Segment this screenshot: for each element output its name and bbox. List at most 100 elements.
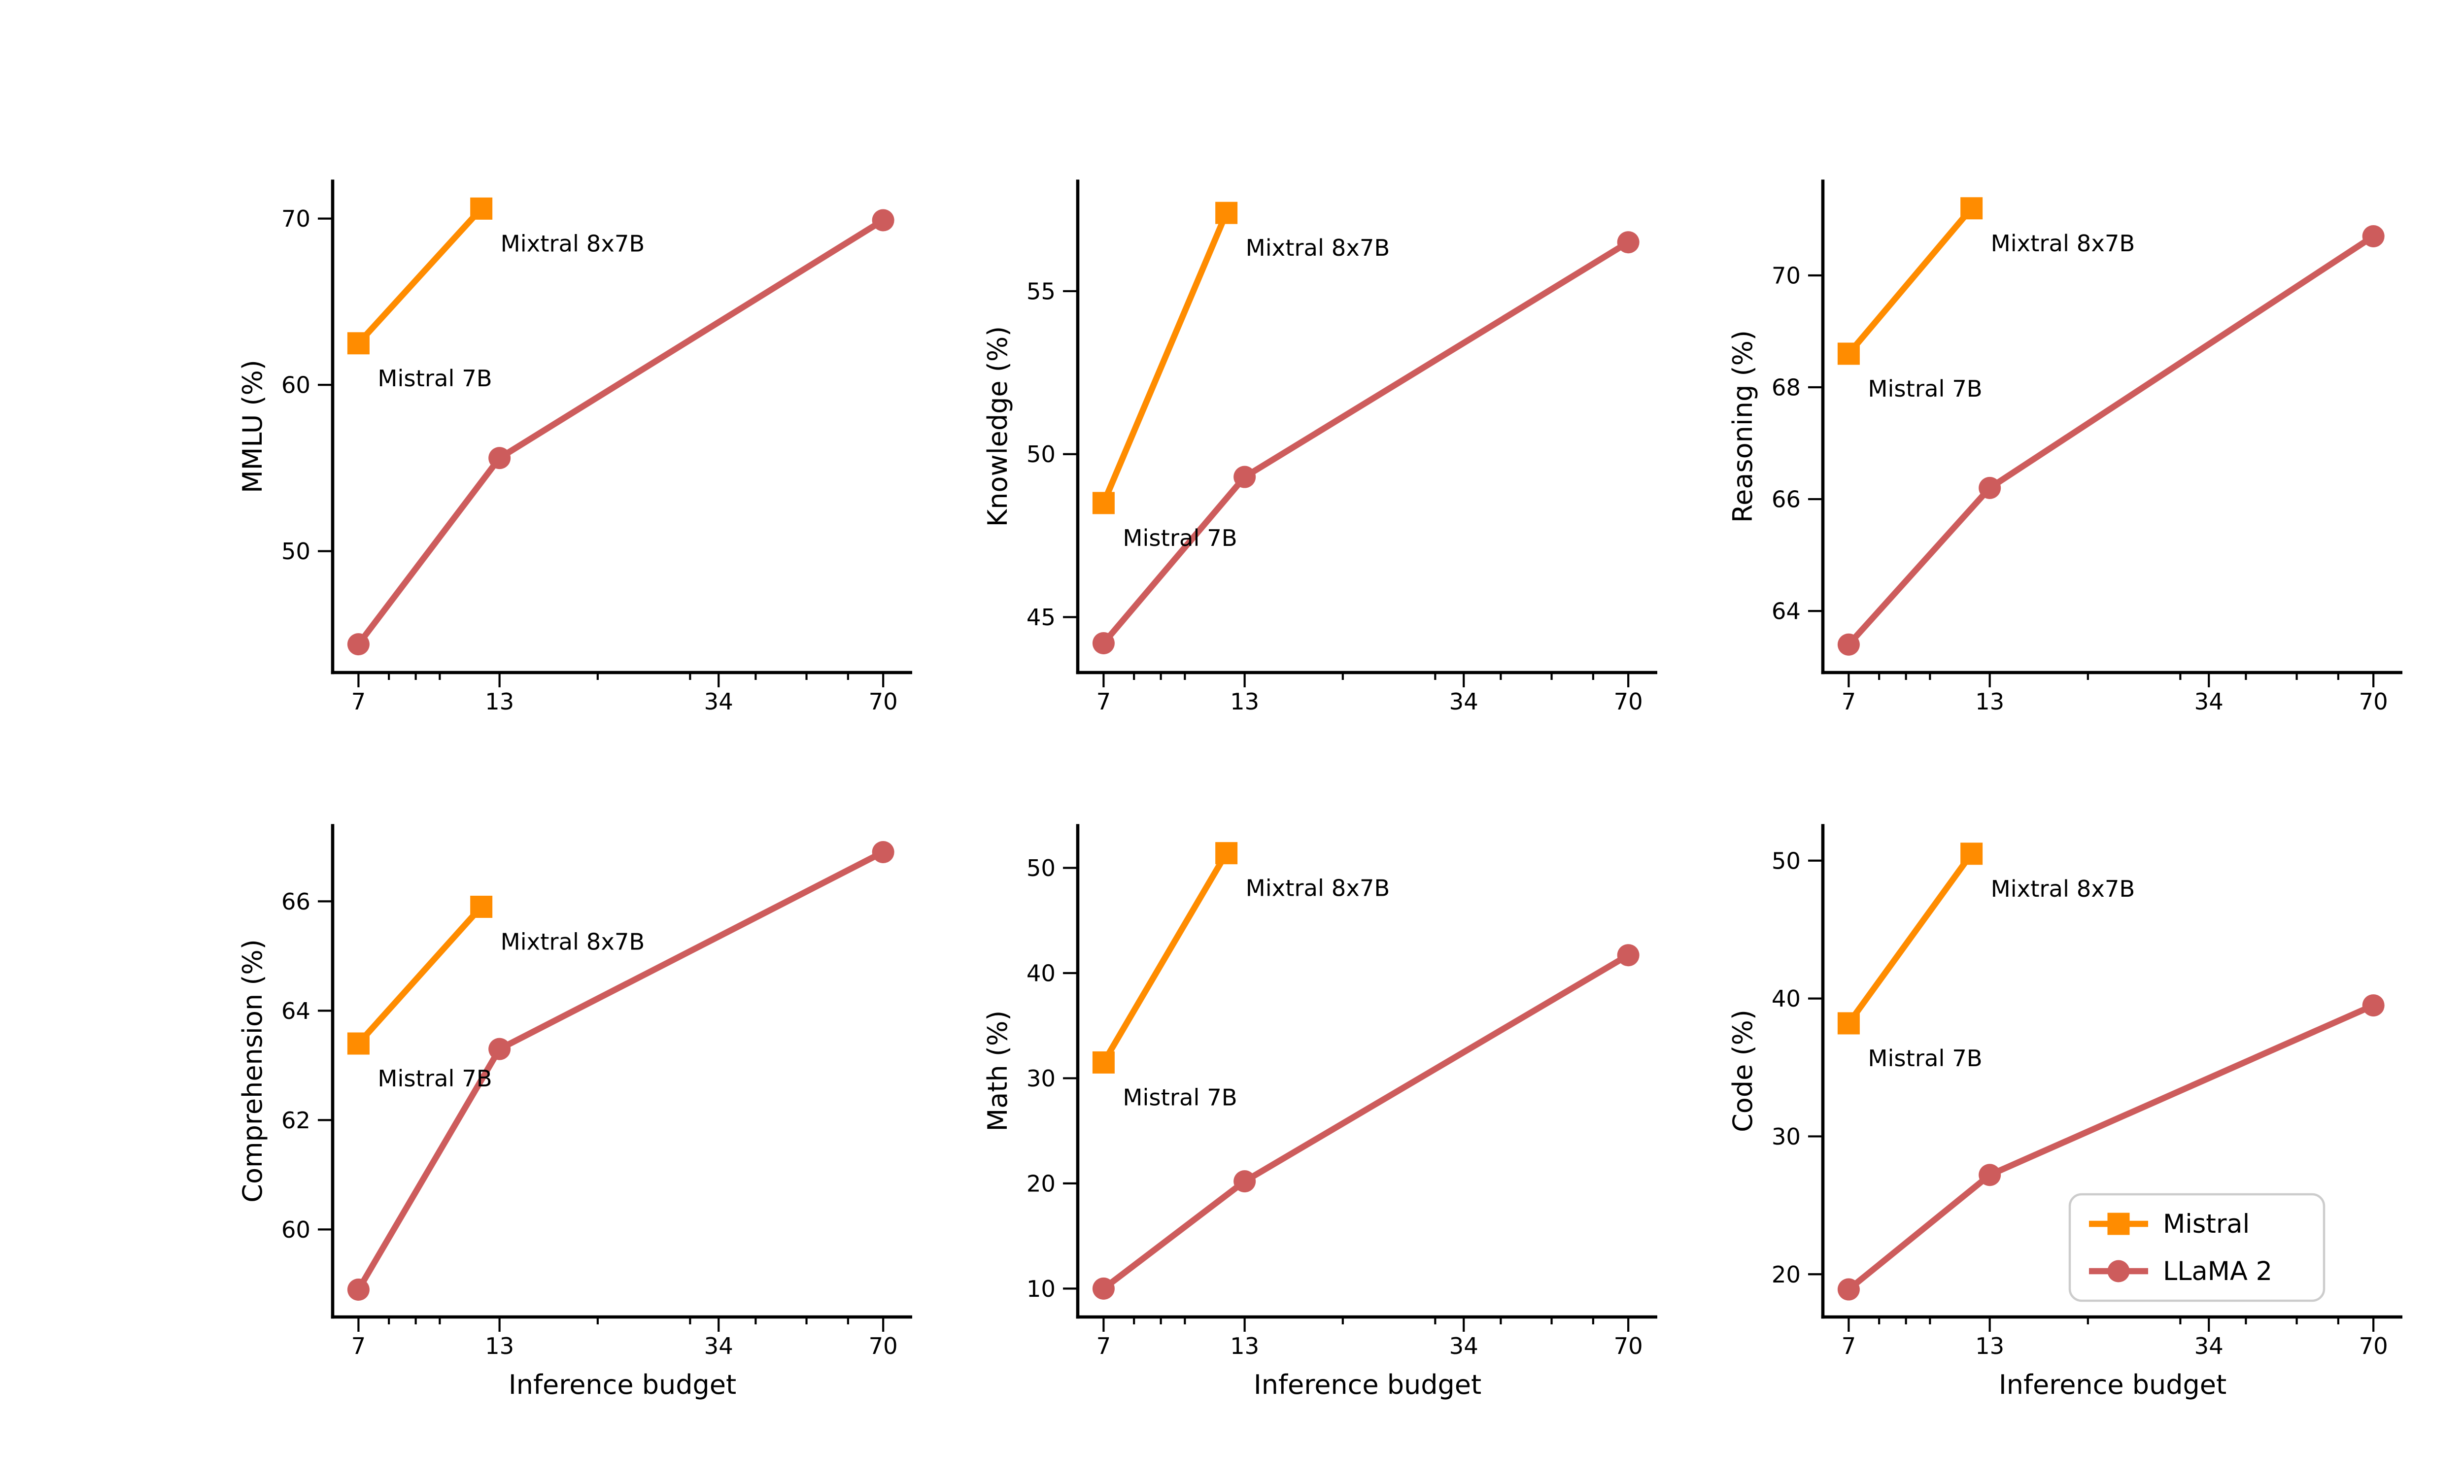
x-axis-label: Inference budget <box>1999 1369 2226 1400</box>
x-tick-label: 34 <box>704 1333 733 1359</box>
y-tick-label: 40 <box>1772 985 1801 1012</box>
llama2-marker <box>1837 1278 1860 1301</box>
y-tick-label: 30 <box>1772 1123 1801 1150</box>
y-tick-label: 50 <box>281 538 310 565</box>
y-tick-label: 10 <box>1027 1276 1056 1302</box>
mistral-marker <box>470 197 493 220</box>
x-axis-label: Inference budget <box>509 1369 736 1400</box>
y-tick-label: 60 <box>281 372 310 399</box>
legend-circle-marker-icon <box>2107 1260 2130 1282</box>
mistral-marker <box>1960 843 1983 865</box>
x-axis-label: Inference budget <box>1254 1369 1481 1400</box>
x-tick-label: 70 <box>1614 1333 1643 1359</box>
subplot-code: 7 13 34 70 20 30 40 50 Code (%) Inference budget M… <box>1727 824 2402 1400</box>
y-tick-label: 62 <box>281 1107 310 1134</box>
y-tick-label: 20 <box>1027 1170 1056 1197</box>
llama2-marker <box>347 1279 370 1301</box>
y-tick-label: 50 <box>1027 855 1056 881</box>
mistral-marker <box>1092 1051 1115 1074</box>
llama2-marker <box>1092 1277 1115 1300</box>
llama2-marker <box>347 633 370 656</box>
y-axis-label: Knowledge (%) <box>982 326 1013 527</box>
mistral-marker <box>1960 197 1983 220</box>
x-tick-label: 34 <box>2194 688 2224 715</box>
mistral-marker <box>347 332 370 355</box>
llama2-marker <box>1092 632 1115 654</box>
x-tick-label: 13 <box>1230 688 1259 715</box>
mistral-line <box>1100 209 1230 506</box>
legend-item-mistral: Mistral <box>2089 1209 2250 1239</box>
y-tick-label: 70 <box>281 205 310 232</box>
llama2-marker <box>488 1038 511 1060</box>
y-axis-label: Comprehension (%) <box>237 939 268 1203</box>
y-axis-label: Reasoning (%) <box>1727 330 1758 523</box>
mistral-line <box>1846 205 1975 357</box>
x-tick-label: 7 <box>1842 688 1856 715</box>
annotation-mixtral-8x7b: Mixtral 8x7B <box>1991 230 2135 257</box>
annotation-mistral-7b: Mistral 7B <box>377 1065 492 1092</box>
y-tick-label: 50 <box>1772 847 1801 874</box>
mistral-marker <box>1215 202 1238 224</box>
annotation-mistral-7b: Mistral 7B <box>1123 1084 1237 1111</box>
subplot-mmlu: 7 13 34 70 50 60 70 MMLU (%) Mixtral 8x7B Mistral… <box>237 179 912 715</box>
annotation-mistral-7b: Mistral 7B <box>377 365 492 392</box>
llama2-marker <box>1979 1164 2001 1186</box>
mistral-line <box>1100 850 1230 1066</box>
x-tick-label: 70 <box>2359 1333 2388 1359</box>
annotation-mistral-7b: Mistral 7B <box>1868 375 1982 402</box>
mistral-marker <box>1215 842 1238 865</box>
x-tick-label: 13 <box>485 688 514 715</box>
annotation-mixtral-8x7b: Mixtral 8x7B <box>1246 235 1390 261</box>
y-axis-label: Code (%) <box>1727 1010 1758 1132</box>
mistral-marker <box>1837 1012 1860 1035</box>
y-tick-label: 20 <box>1772 1261 1801 1288</box>
legend-label: Mistral <box>2163 1209 2250 1239</box>
llama2-marker <box>1233 1170 1256 1193</box>
llama2-marker <box>872 841 894 863</box>
llama2-marker <box>2362 225 2385 248</box>
mistral-marker <box>1837 342 1860 365</box>
annotation-mixtral-8x7b: Mixtral 8x7B <box>1246 875 1390 902</box>
y-tick-label: 66 <box>281 888 310 915</box>
llama2-line <box>1100 952 1632 1292</box>
y-tick-label: 66 <box>1772 486 1801 513</box>
mistral-line <box>1846 850 1975 1027</box>
x-tick-label: 34 <box>1449 688 1478 715</box>
x-tick-label: 34 <box>704 688 733 715</box>
y-tick-label: 55 <box>1027 278 1056 304</box>
annotation-mixtral-8x7b: Mixtral 8x7B <box>501 230 645 257</box>
y-tick-label: 64 <box>281 998 310 1024</box>
x-tick-label: 70 <box>2359 688 2388 715</box>
x-tick-label: 34 <box>2194 1333 2224 1359</box>
llama2-marker <box>488 447 511 470</box>
y-tick-label: 40 <box>1027 960 1056 986</box>
mistral-marker <box>1092 492 1115 514</box>
legend-item-llama2: LLaMA 2 <box>2089 1256 2272 1286</box>
y-tick-label: 60 <box>281 1216 310 1243</box>
annotation-mixtral-8x7b: Mixtral 8x7B <box>1991 876 2135 902</box>
mistral-line <box>355 205 484 347</box>
y-tick-label: 30 <box>1027 1065 1056 1092</box>
x-tick-label: 7 <box>351 1333 366 1359</box>
llama2-line <box>355 217 887 647</box>
llama2-marker <box>1979 476 2001 499</box>
llama2-marker <box>1617 944 1640 967</box>
legend: Mistral LLaMA 2 <box>2068 1193 2326 1302</box>
x-tick-label: 7 <box>1096 1333 1111 1359</box>
y-tick-label: 68 <box>1772 374 1801 401</box>
subplot-reasoning: 7 13 34 70 64 66 68 70 Reasoning (%) Mixtral 8x7B… <box>1727 179 2402 715</box>
annotation-mistral-7b: Mistral 7B <box>1123 525 1237 551</box>
llama2-marker <box>1617 231 1640 254</box>
subplot-comprehension: 7 13 34 70 60 62 64 66 Comprehension (%) Inferenc… <box>237 824 912 1400</box>
subplot-knowledge: 7 13 34 70 45 50 55 Knowledge (%) Mixtral 8x7B Mi… <box>982 179 1657 715</box>
llama2-marker <box>872 209 894 232</box>
x-tick-label: 13 <box>1975 688 2004 715</box>
annotation-mistral-7b: Mistral 7B <box>1868 1045 1982 1072</box>
legend-label: LLaMA 2 <box>2163 1256 2272 1286</box>
mistral-marker <box>470 896 493 918</box>
mistral-line <box>355 904 484 1047</box>
x-tick-label: 70 <box>1614 688 1643 715</box>
annotation-mixtral-8x7b: Mixtral 8x7B <box>501 929 645 955</box>
x-tick-label: 7 <box>351 688 366 715</box>
